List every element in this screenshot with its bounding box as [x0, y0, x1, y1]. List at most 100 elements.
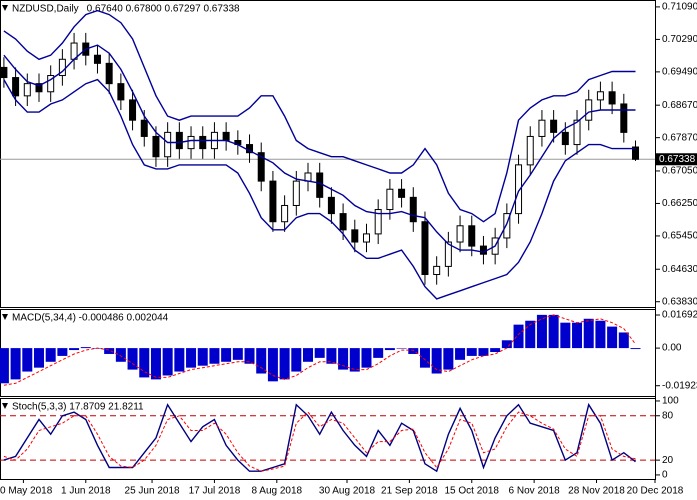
- candle-body: [35, 83, 43, 93]
- macd-bar: [150, 348, 161, 380]
- panel-title: Stoch(5,3,3) 17.8709 21.8211: [12, 402, 144, 413]
- y-tick-label: 80: [662, 410, 674, 421]
- macd-bar: [80, 347, 91, 349]
- candle-body: [538, 119, 546, 137]
- candle-body: [526, 135, 534, 166]
- macd-bar: [279, 348, 290, 380]
- macd-bar: [513, 324, 524, 349]
- indicator-line: [3, 314, 636, 386]
- y-tick-label: 0.016923: [662, 310, 697, 321]
- macd-bar: [57, 348, 68, 356]
- macd-bar: [583, 318, 594, 349]
- macd-bar: [33, 348, 44, 368]
- candle-body: [129, 99, 137, 121]
- candle-body: [105, 62, 113, 85]
- x-tick-label: 30 Aug 2018: [319, 486, 376, 497]
- macd-bar: [455, 348, 466, 360]
- macd-bar: [197, 348, 208, 366]
- candle-body: [187, 135, 195, 150]
- candle-body: [374, 209, 382, 235]
- candle-body: [199, 135, 207, 150]
- macd-bar: [338, 348, 349, 370]
- candle-body: [281, 204, 289, 223]
- title-icon: [2, 314, 8, 320]
- candle-body: [620, 103, 628, 133]
- candle-body: [222, 131, 230, 142]
- macd-bar: [525, 320, 536, 349]
- candle-body: [515, 164, 523, 215]
- x-tick-label: 8 Aug 2018: [252, 486, 303, 497]
- y-tick-label: 0.65450: [662, 231, 697, 242]
- macd-bar: [361, 348, 372, 368]
- macd-bar: [466, 348, 477, 356]
- candle-body: [140, 119, 148, 137]
- macd-bar: [595, 320, 606, 349]
- y-tick-label: 0.67870: [662, 132, 697, 143]
- x-tick-label: 6 Nov 2018: [509, 486, 561, 497]
- macd-bar: [221, 348, 232, 362]
- candle-body: [47, 75, 55, 93]
- y-tick-label: -0.019238: [662, 380, 697, 391]
- macd-bar: [408, 348, 419, 354]
- macd-bar: [373, 348, 384, 358]
- macd-bar: [174, 348, 185, 372]
- macd-bar: [630, 348, 641, 350]
- candle-body: [93, 54, 101, 64]
- macd-bar: [186, 348, 197, 368]
- macd-bar: [501, 340, 512, 349]
- candle-body: [175, 131, 183, 150]
- title-icon: [2, 403, 8, 409]
- macd-bar: [431, 348, 442, 374]
- macd-bar: [22, 348, 33, 372]
- indicator-line: [3, 411, 636, 472]
- y-tick-label: 0.70290: [662, 34, 697, 45]
- x-tick-label: 15 Oct 2018: [445, 486, 500, 497]
- macd-bar: [536, 314, 547, 349]
- candle-body: [12, 77, 20, 97]
- macd-bar: [396, 348, 407, 349]
- y-tick-label: 0.00: [662, 343, 682, 354]
- macd-bar: [45, 348, 56, 362]
- candle-body: [362, 233, 370, 243]
- macd-bar: [244, 348, 255, 364]
- y-tick-label: 0.64630: [662, 264, 697, 275]
- candle-body: [164, 131, 172, 158]
- candle-body: [608, 91, 616, 105]
- y-tick-label: 0.63830: [662, 296, 697, 307]
- candle-body: [503, 213, 511, 239]
- y-tick-label: 100: [662, 396, 679, 407]
- macd-bar: [384, 348, 395, 351]
- candle-body: [573, 119, 581, 146]
- macd-bar: [490, 348, 501, 353]
- candle-body: [421, 221, 429, 276]
- macd-bar: [139, 348, 150, 378]
- macd-bar: [314, 348, 325, 358]
- macd-bar: [548, 314, 559, 349]
- y-tick-label: 20: [662, 455, 674, 466]
- last-price-box: [656, 153, 697, 166]
- macd-bar: [267, 348, 278, 382]
- candle-body: [585, 99, 593, 121]
- macd-bar: [10, 348, 21, 380]
- candle-body: [117, 83, 125, 101]
- panel-title: MACD(5,34,4) -0.000486 0.002044: [12, 313, 169, 324]
- macd-bar: [618, 332, 629, 349]
- candle-body: [468, 225, 476, 247]
- candle-body: [0, 66, 8, 79]
- macd-bar: [607, 326, 618, 349]
- macd-bar: [291, 348, 302, 372]
- macd-bar: [115, 348, 126, 362]
- candle-body: [339, 213, 347, 231]
- candle-body: [433, 265, 441, 276]
- y-tick-label: 0.67050: [662, 166, 697, 177]
- macd-bar: [560, 322, 571, 349]
- y-tick-label: 0.66250: [662, 198, 697, 209]
- macd-bar: [419, 348, 430, 368]
- candle-body: [550, 119, 558, 133]
- x-tick-label: 28 Nov 2018: [568, 486, 625, 497]
- candle-body: [152, 135, 160, 158]
- candle-body: [292, 180, 300, 206]
- macd-bar: [478, 348, 489, 356]
